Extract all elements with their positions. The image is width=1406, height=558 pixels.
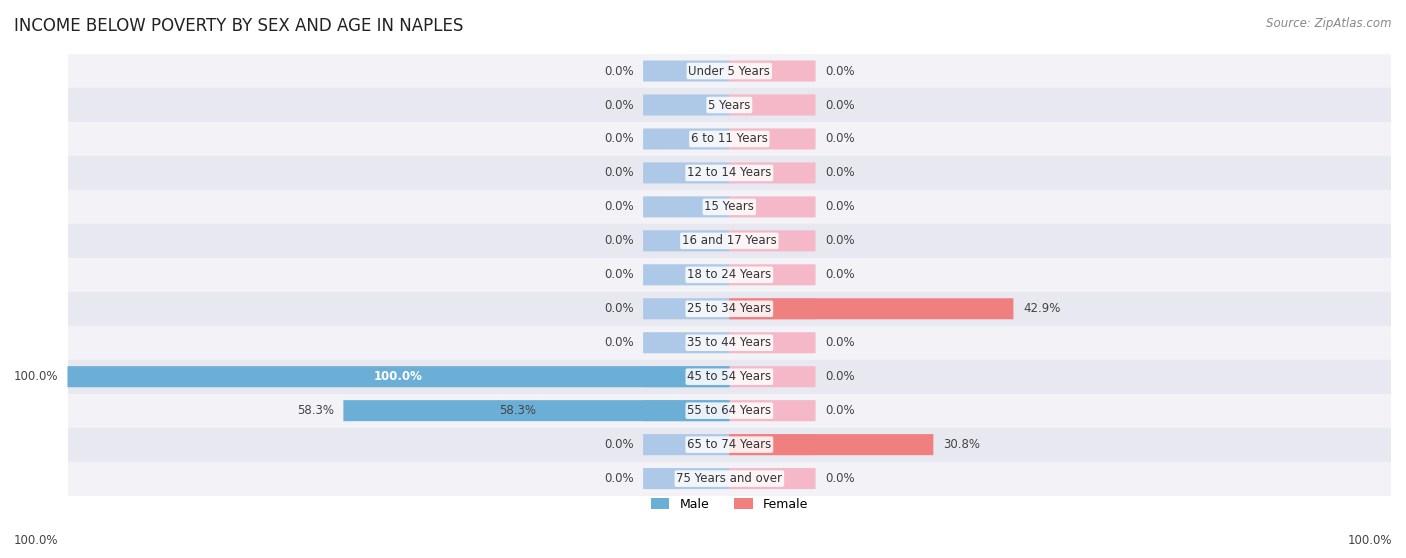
FancyBboxPatch shape [67, 366, 730, 387]
Text: INCOME BELOW POVERTY BY SEX AND AGE IN NAPLES: INCOME BELOW POVERTY BY SEX AND AGE IN N… [14, 17, 464, 35]
Bar [67, 427, 1391, 461]
FancyBboxPatch shape [730, 60, 815, 81]
Text: 0.0%: 0.0% [825, 99, 855, 112]
FancyBboxPatch shape [643, 468, 730, 489]
Text: 0.0%: 0.0% [825, 200, 855, 213]
Bar [67, 360, 1391, 394]
FancyBboxPatch shape [730, 128, 815, 150]
Bar [67, 122, 1391, 156]
Text: Source: ZipAtlas.com: Source: ZipAtlas.com [1267, 17, 1392, 30]
Text: 0.0%: 0.0% [825, 65, 855, 78]
FancyBboxPatch shape [643, 60, 730, 81]
FancyBboxPatch shape [730, 298, 1014, 319]
FancyBboxPatch shape [643, 264, 730, 285]
FancyBboxPatch shape [643, 94, 730, 116]
Text: 15 Years: 15 Years [704, 200, 754, 213]
Text: 100.0%: 100.0% [1347, 534, 1392, 547]
Text: 0.0%: 0.0% [825, 234, 855, 247]
Text: 18 to 24 Years: 18 to 24 Years [688, 268, 772, 281]
Text: 35 to 44 Years: 35 to 44 Years [688, 336, 772, 349]
Bar [67, 394, 1391, 427]
FancyBboxPatch shape [730, 162, 815, 184]
Text: 65 to 74 Years: 65 to 74 Years [688, 438, 772, 451]
Text: 58.3%: 58.3% [499, 404, 537, 417]
FancyBboxPatch shape [643, 332, 730, 353]
FancyBboxPatch shape [730, 196, 815, 218]
Text: 0.0%: 0.0% [603, 65, 633, 78]
Text: 0.0%: 0.0% [603, 302, 633, 315]
Text: 0.0%: 0.0% [603, 200, 633, 213]
Text: 55 to 64 Years: 55 to 64 Years [688, 404, 772, 417]
Bar [67, 190, 1391, 224]
FancyBboxPatch shape [730, 94, 815, 116]
Text: 0.0%: 0.0% [603, 268, 633, 281]
FancyBboxPatch shape [643, 298, 730, 319]
FancyBboxPatch shape [730, 468, 815, 489]
Text: 0.0%: 0.0% [603, 132, 633, 146]
Text: 58.3%: 58.3% [297, 404, 333, 417]
FancyBboxPatch shape [643, 162, 730, 184]
Text: 25 to 34 Years: 25 to 34 Years [688, 302, 772, 315]
FancyBboxPatch shape [343, 400, 730, 421]
Bar [67, 258, 1391, 292]
Text: 0.0%: 0.0% [603, 336, 633, 349]
Bar [67, 54, 1391, 88]
Bar [67, 88, 1391, 122]
FancyBboxPatch shape [643, 230, 730, 252]
Text: 12 to 14 Years: 12 to 14 Years [688, 166, 772, 180]
Text: 16 and 17 Years: 16 and 17 Years [682, 234, 776, 247]
Text: 0.0%: 0.0% [825, 336, 855, 349]
Text: 0.0%: 0.0% [603, 472, 633, 485]
FancyBboxPatch shape [643, 366, 730, 387]
Text: 0.0%: 0.0% [603, 99, 633, 112]
FancyBboxPatch shape [730, 434, 815, 455]
Text: 100.0%: 100.0% [13, 370, 58, 383]
Text: 45 to 54 Years: 45 to 54 Years [688, 370, 772, 383]
Text: 0.0%: 0.0% [603, 166, 633, 180]
FancyBboxPatch shape [730, 298, 815, 319]
Text: 100.0%: 100.0% [14, 534, 59, 547]
FancyBboxPatch shape [643, 196, 730, 218]
Text: 0.0%: 0.0% [825, 166, 855, 180]
Text: 42.9%: 42.9% [1024, 302, 1060, 315]
Text: 0.0%: 0.0% [603, 438, 633, 451]
Text: Under 5 Years: Under 5 Years [689, 65, 770, 78]
FancyBboxPatch shape [730, 434, 934, 455]
Text: 6 to 11 Years: 6 to 11 Years [690, 132, 768, 146]
Text: 30.8%: 30.8% [943, 438, 980, 451]
FancyBboxPatch shape [730, 332, 815, 353]
Bar [67, 156, 1391, 190]
FancyBboxPatch shape [643, 400, 730, 421]
Text: 75 Years and over: 75 Years and over [676, 472, 782, 485]
Text: 0.0%: 0.0% [825, 370, 855, 383]
FancyBboxPatch shape [730, 264, 815, 285]
Text: 0.0%: 0.0% [603, 234, 633, 247]
Text: 0.0%: 0.0% [825, 132, 855, 146]
FancyBboxPatch shape [643, 128, 730, 150]
FancyBboxPatch shape [730, 400, 815, 421]
Bar [67, 224, 1391, 258]
Bar [67, 292, 1391, 326]
FancyBboxPatch shape [730, 230, 815, 252]
Legend: Male, Female: Male, Female [645, 493, 813, 516]
Text: 0.0%: 0.0% [825, 472, 855, 485]
Text: 100.0%: 100.0% [374, 370, 423, 383]
Bar [67, 461, 1391, 496]
Text: 0.0%: 0.0% [825, 268, 855, 281]
Text: 0.0%: 0.0% [825, 404, 855, 417]
Bar [67, 326, 1391, 360]
Text: 5 Years: 5 Years [709, 99, 751, 112]
FancyBboxPatch shape [643, 434, 730, 455]
FancyBboxPatch shape [730, 366, 815, 387]
